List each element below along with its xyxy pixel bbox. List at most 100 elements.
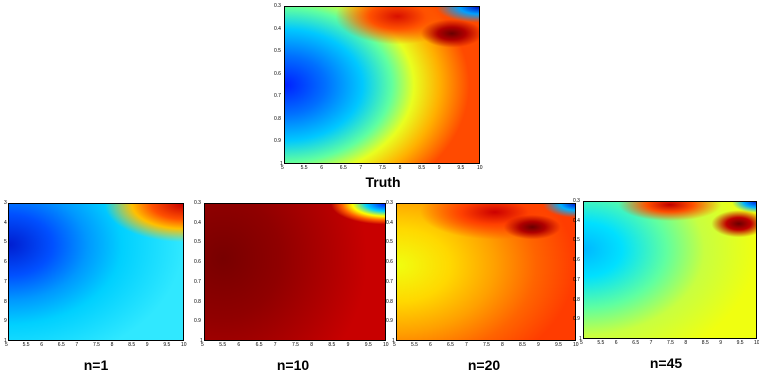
heatmap-top-red-band (9, 204, 183, 340)
x-tick-label: 9.5 (736, 340, 744, 346)
x-tick-label: 6.5 (255, 342, 263, 348)
y-tick-label: 0.3 (573, 198, 580, 204)
y-tick-label: 0.7 (274, 93, 281, 100)
x-tick-label: 5.5 (597, 340, 605, 346)
x-tick-label: 9.5 (457, 165, 465, 171)
heatmap-blue-corner (584, 202, 756, 338)
heatmap-top-streak (205, 204, 385, 340)
y-tick-label: 8 (4, 298, 7, 305)
panel-caption: n=10 (276, 357, 310, 373)
y-tick-label: 4 (4, 219, 7, 226)
heatmap-plot-area (583, 201, 757, 339)
x-tick-label: 7 (649, 340, 653, 346)
x-tick-label: 10 (754, 340, 759, 346)
x-tick-label: 8.5 (328, 342, 336, 348)
x-tick-label: 8.5 (128, 342, 136, 348)
panel-caption: n=1 (83, 357, 109, 373)
truth-panel: 5 5.5 6 6.5 7 7.5 8 8.5 9 9.5 10 0.3 0.4 0.5 0.6 0.7 0.… (268, 0, 498, 195)
y-tick-label: 1 (4, 338, 7, 344)
y-tick-label: 5 (4, 239, 7, 246)
x-tick-label: 7 (465, 342, 468, 348)
x-tick-label: 5 (393, 342, 396, 348)
n10-panel: 5 5.5 6 6.5 7 7.5 8 8.5 9 9.5 10 0.3 0.4 0.5 0.6 0.7 0.… (192, 197, 394, 379)
y-tick-label: 0.3 (274, 3, 281, 9)
panel-caption: Truth (365, 174, 401, 190)
x-tick-label: 9.5 (364, 342, 372, 348)
y-tick-label: 0.6 (274, 70, 281, 77)
y-tick-label: 3 (4, 200, 7, 206)
y-tick-label: 1 (579, 336, 582, 342)
heatmap-plot-area (8, 203, 184, 341)
x-tick-label: 6.5 (447, 342, 454, 348)
y-tick-label: 0.5 (386, 239, 393, 246)
y-tick-label: 6 (4, 259, 7, 266)
y-tick-label: 0.4 (274, 25, 281, 32)
panel-caption: n=45 (649, 355, 683, 371)
y-tick-label: 0.9 (194, 318, 201, 325)
x-tick-label: 6.5 (632, 340, 640, 346)
x-tick-label: 6 (429, 342, 432, 348)
heatmap-blue-corner (397, 204, 575, 340)
x-tick-label: 7.5 (292, 342, 299, 348)
x-tick-label: 6 (320, 165, 323, 171)
x-tick-label: 10 (573, 342, 579, 348)
x-tick-label: 8.5 (418, 165, 426, 171)
heatmap-plot-area (284, 6, 480, 164)
heatmap-plot-area (396, 203, 576, 341)
y-tick-label: 0.5 (274, 48, 281, 55)
y-tick-label: 1 (392, 338, 395, 344)
x-tick-label: 5.5 (219, 342, 227, 348)
y-tick-label: 0.9 (573, 316, 580, 323)
y-tick-label: 0.6 (386, 259, 393, 266)
x-tick-label: 6 (237, 342, 241, 348)
x-tick-label: 7.5 (667, 340, 674, 346)
n45-panel: 5 5.5 6 6.5 7 7.5 8 8.5 9 9.5 10 0.3 0.4 0.5 0.6 0.7 0.… (573, 197, 759, 379)
x-tick-label: 7 (273, 342, 277, 348)
y-tick-label: 0.3 (194, 200, 201, 206)
x-tick-label: 8 (684, 340, 688, 346)
x-tick-label: 5.5 (22, 342, 30, 348)
x-tick-label: 8.5 (701, 340, 709, 346)
x-tick-label: 5 (201, 342, 204, 348)
n20-panel: 5 5.5 6 6.5 7 7.5 8 8.5 9 9.5 10 0.3 0.4 0.5 0.6 0.7 0.… (386, 197, 582, 379)
x-tick-label: 9 (437, 165, 441, 171)
y-tick-label: 0.8 (194, 298, 201, 305)
y-tick-label: 9 (4, 318, 7, 325)
y-tick-label: 1 (280, 161, 283, 167)
y-tick-label: 0.5 (194, 239, 201, 246)
x-tick-label: 9 (719, 340, 722, 346)
x-tick-label: 7 (359, 165, 363, 171)
x-tick-label: 8 (398, 165, 402, 171)
y-tick-label: 1 (200, 338, 203, 344)
y-tick-label: 0.6 (194, 259, 201, 266)
x-tick-label: 10 (383, 342, 389, 348)
x-tick-label: 5 (281, 165, 284, 171)
x-tick-label: 7.5 (93, 342, 100, 348)
y-tick-label: 0.4 (194, 219, 201, 226)
y-tick-label: 0.7 (386, 278, 393, 285)
x-tick-label: 10 (477, 165, 483, 171)
x-tick-label: 8 (310, 342, 313, 348)
heatmap-plot-area (204, 203, 386, 341)
y-tick-label: 0.3 (386, 200, 393, 206)
heatmap-blue-corner (285, 7, 479, 163)
x-tick-label: 5.5 (300, 165, 308, 171)
x-tick-label: 9 (145, 342, 149, 348)
x-tick-label: 5 (580, 340, 583, 346)
y-tick-label: 0.9 (274, 138, 281, 145)
panel-caption: n=20 (467, 357, 501, 373)
x-tick-label: 8 (110, 342, 114, 348)
y-tick-label: 0.9 (386, 318, 393, 325)
x-tick-label: 10 (181, 342, 187, 348)
y-tick-label: 0.8 (274, 115, 281, 122)
x-tick-label: 6 (614, 340, 618, 346)
x-tick-label: 9.5 (555, 342, 562, 348)
y-tick-label: 0.7 (573, 276, 580, 283)
y-tick-label: 0.8 (573, 296, 580, 303)
x-tick-label: 7.5 (379, 165, 386, 171)
x-tick-label: 9 (346, 342, 350, 348)
x-tick-label: 5.5 (411, 342, 418, 348)
x-tick-label: 9 (537, 342, 540, 348)
x-tick-label: 9.5 (163, 342, 171, 348)
y-tick-label: 0.8 (386, 298, 393, 305)
